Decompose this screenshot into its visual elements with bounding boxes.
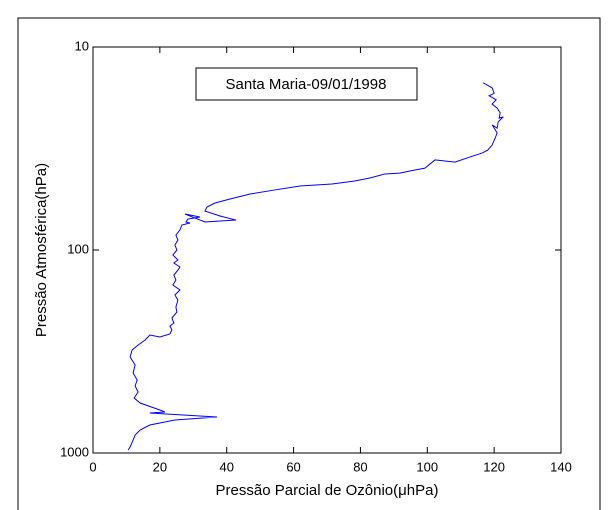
x-tick-label: 60 <box>286 459 300 474</box>
frame <box>17 17 601 510</box>
x-tick-label: 120 <box>483 459 505 474</box>
y-tick-label: 10 <box>75 38 89 53</box>
y-tick-label: 1000 <box>60 444 89 459</box>
x-tick-label: 40 <box>219 459 233 474</box>
x-axis-label: Pressão Parcial de Ozônio(μhPa) <box>216 482 439 499</box>
plot-area <box>92 46 562 454</box>
y-tick-label: 100 <box>67 241 89 256</box>
x-tick-label: 0 <box>89 459 96 474</box>
x-tick-label: 140 <box>550 459 572 474</box>
y-axis-label: Pressão Atmosférica(hPa) <box>33 163 50 337</box>
profile-line <box>127 82 504 451</box>
x-tick-label: 80 <box>353 459 367 474</box>
annotation: Santa Maria-09/01/1998 <box>226 76 387 93</box>
annotation-box <box>195 67 418 101</box>
x-tick-label: 100 <box>416 459 438 474</box>
x-tick-label: 20 <box>153 459 167 474</box>
